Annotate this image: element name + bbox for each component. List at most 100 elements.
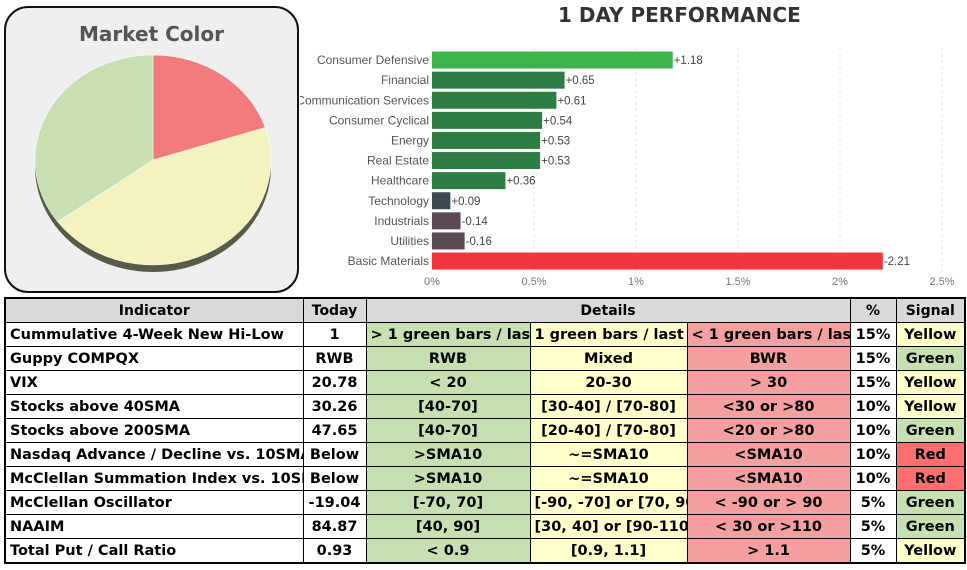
bar-chart-title: 1 DAY PERFORMANCE [558, 3, 801, 27]
table-row: NAAIM 84.87 [40, 90] [30, 40] or [90-110] < … [4, 514, 966, 539]
today-cell: 0.93 [302, 538, 367, 564]
bar-value-label: -0.14 [462, 216, 489, 228]
percent-cell: 5% [849, 490, 897, 515]
category-label: Healthcare [371, 174, 429, 188]
bar [432, 91, 557, 109]
indicator-table: Indicator Today Details % Signal Cummula… [4, 297, 967, 564]
signal-cell: Yellow [895, 370, 966, 395]
x-tick-label: 2% [832, 276, 848, 288]
bar [432, 212, 461, 230]
pie-slice-yellow [57, 127, 272, 266]
table-header-row: Indicator Today Details % Signal [4, 297, 966, 323]
table-row: Stocks above 40SMA 30.26 [40-70] [30-40] / … [4, 394, 966, 419]
bar-value-label: +0.36 [506, 176, 535, 188]
category-label: Real Estate [367, 154, 429, 168]
detail-red-cell: > 1.1 [686, 538, 851, 564]
today-cell: Below [302, 442, 367, 467]
detail-green-cell: > 1 green bars / last 3 [365, 322, 531, 347]
bar [432, 51, 673, 69]
detail-green-cell: < 0.9 [365, 538, 531, 564]
x-tick-label: 0% [424, 276, 440, 288]
detail-green-cell: RWB [365, 346, 531, 371]
detail-red-cell: <SMA10 [686, 466, 851, 491]
bar [432, 232, 465, 250]
category-label: Communication Services [300, 93, 429, 107]
table-row: Cummulative 4-Week New Hi-Low 1 > 1 green … [4, 322, 966, 347]
bar-value-label: +0.53 [541, 135, 570, 147]
table-row: McClellan Summation Index vs. 10SMA Below… [4, 466, 966, 491]
category-label: Financial [381, 73, 429, 87]
category-label: Technology [368, 194, 429, 208]
bar-value-label: -2.21 [884, 256, 910, 268]
percent-cell: 5% [849, 538, 897, 564]
table-row: Total Put / Call Ratio 0.93 < 0.9 [0.9, 1.1… [4, 538, 966, 564]
detail-red-cell: < -90 or > 90 [686, 490, 851, 515]
header-signal: Signal [895, 297, 966, 323]
bar-value-label: +0.09 [451, 196, 480, 208]
indicator-cell: Nasdaq Advance / Decline vs. 10SMA [4, 442, 304, 467]
x-tick-label: 2.5% [929, 276, 954, 288]
bar [432, 111, 543, 129]
today-cell: -19.04 [302, 490, 367, 515]
detail-yellow-cell: [30-40] / [70-80] [529, 394, 688, 419]
detail-green-cell: [40-70] [365, 418, 531, 443]
detail-green-cell: >SMA10 [365, 466, 531, 491]
table-body: Cummulative 4-Week New Hi-Low 1 > 1 green … [4, 322, 966, 564]
signal-cell: Yellow [895, 322, 966, 347]
indicator-cell: Total Put / Call Ratio [4, 538, 304, 564]
percent-cell: 15% [849, 322, 897, 347]
header-percent: % [849, 297, 897, 323]
market-color-pie-chart [34, 54, 272, 272]
detail-yellow-cell: [0.9, 1.1] [529, 538, 688, 564]
detail-red-cell: > 30 [686, 370, 851, 395]
table-row: VIX 20.78 < 20 20-30 > 30 15% Yellow [4, 370, 966, 395]
category-label: Energy [391, 133, 429, 147]
detail-green-cell: [-70, 70] [365, 490, 531, 515]
detail-yellow-cell: [20-40] / [70-80] [529, 418, 688, 443]
x-tick-label: 1.5% [725, 276, 750, 288]
table-row: Nasdaq Advance / Decline vs. 10SMA Below >… [4, 442, 966, 467]
bar [432, 152, 541, 170]
pie-slice-red [152, 54, 266, 161]
detail-red-cell: BWR [686, 346, 851, 371]
signal-cell: Green [895, 346, 966, 371]
percent-cell: 10% [849, 418, 897, 443]
percent-cell: 10% [849, 442, 897, 467]
table-row: Stocks above 200SMA 47.65 [40-70] [20-40] /… [4, 418, 966, 443]
detail-green-cell: [40, 90] [365, 514, 531, 539]
signal-cell: Red [895, 466, 966, 491]
percent-cell: 15% [849, 370, 897, 395]
today-cell: RWB [302, 346, 367, 371]
bar-value-label: +0.53 [541, 156, 570, 168]
today-cell: 30.26 [302, 394, 367, 419]
header-indicator: Indicator [4, 297, 304, 323]
header-today: Today [302, 297, 367, 323]
detail-red-cell: < 30 or >110 [686, 514, 851, 539]
detail-green-cell: [40-70] [365, 394, 531, 419]
today-cell: 47.65 [302, 418, 367, 443]
detail-yellow-cell: [-90, -70] or [70, 90] [529, 490, 688, 515]
indicator-cell: Stocks above 200SMA [4, 418, 304, 443]
indicator-cell: NAAIM [4, 514, 304, 539]
category-label: Industrials [374, 214, 429, 228]
detail-red-cell: <30 or >80 [686, 394, 851, 419]
pie-slice-green [34, 54, 154, 223]
indicator-table-wrap: Indicator Today Details % Signal Cummula… [4, 297, 967, 564]
indicator-cell: McClellan Summation Index vs. 10SMA [4, 466, 304, 491]
bar [432, 71, 565, 89]
indicator-cell: Cummulative 4-Week New Hi-Low [4, 322, 304, 347]
percent-cell: 5% [849, 514, 897, 539]
detail-red-cell: < 1 green bars / last 3 [686, 322, 851, 347]
percent-cell: 15% [849, 346, 897, 371]
bar [432, 131, 541, 149]
signal-cell: Green [895, 418, 966, 443]
indicator-cell: VIX [4, 370, 304, 395]
detail-yellow-cell: ~=SMA10 [529, 466, 688, 491]
signal-cell: Green [895, 490, 966, 515]
bar-value-label: +0.61 [557, 95, 586, 107]
detail-red-cell: <20 or >80 [686, 418, 851, 443]
bar-value-label: +1.18 [674, 55, 703, 67]
signal-cell: Yellow [895, 538, 966, 564]
x-tick-label: 0.5% [521, 276, 546, 288]
category-label: Basic Materials [348, 254, 429, 268]
